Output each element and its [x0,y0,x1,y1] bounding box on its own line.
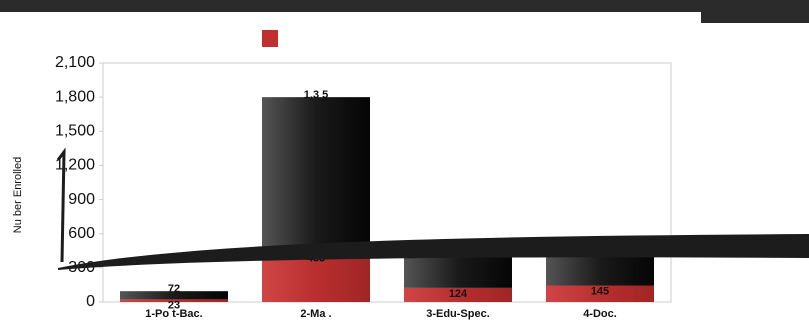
y-tick-label: 600 [68,225,95,242]
y-tick-label: 1,500 [55,123,95,140]
x-tick-label: 4-Doc. [583,308,617,320]
bar-segment [404,287,512,302]
y-tick-label: 0 [86,293,95,310]
top-bar-tab [701,12,809,23]
overlay-stroke [56,147,66,263]
top-bar [0,0,809,12]
bar-segment [546,252,654,286]
y-tick-label: 900 [68,191,95,208]
bar-segment [546,285,654,302]
y-axis-label: Nu ber Enrolled [12,157,24,233]
y-tick-label: 1,800 [55,88,95,105]
data-label: 23 [168,299,180,311]
data-label: 145 [591,285,609,297]
x-tick-label: 2-Ma . [300,308,331,320]
y-tick-label: 2,100 [55,54,95,71]
data-label: 124 [449,288,468,300]
y-tick-label: 1,200 [55,157,95,174]
bar-segment [262,252,370,302]
x-tick-label: 1-Po t-Bac. [145,308,202,320]
data-label: 1,3 5 [304,89,328,101]
overlay-swoosh [58,234,809,270]
legend-swatch [262,30,278,47]
x-tick-label: 3-Edu-Spec. [426,308,490,320]
bar-segment [120,291,228,300]
bar-segment [120,299,228,302]
data-label: 72 [168,283,180,295]
bar-segment [262,97,370,253]
plot-area [102,62,672,303]
